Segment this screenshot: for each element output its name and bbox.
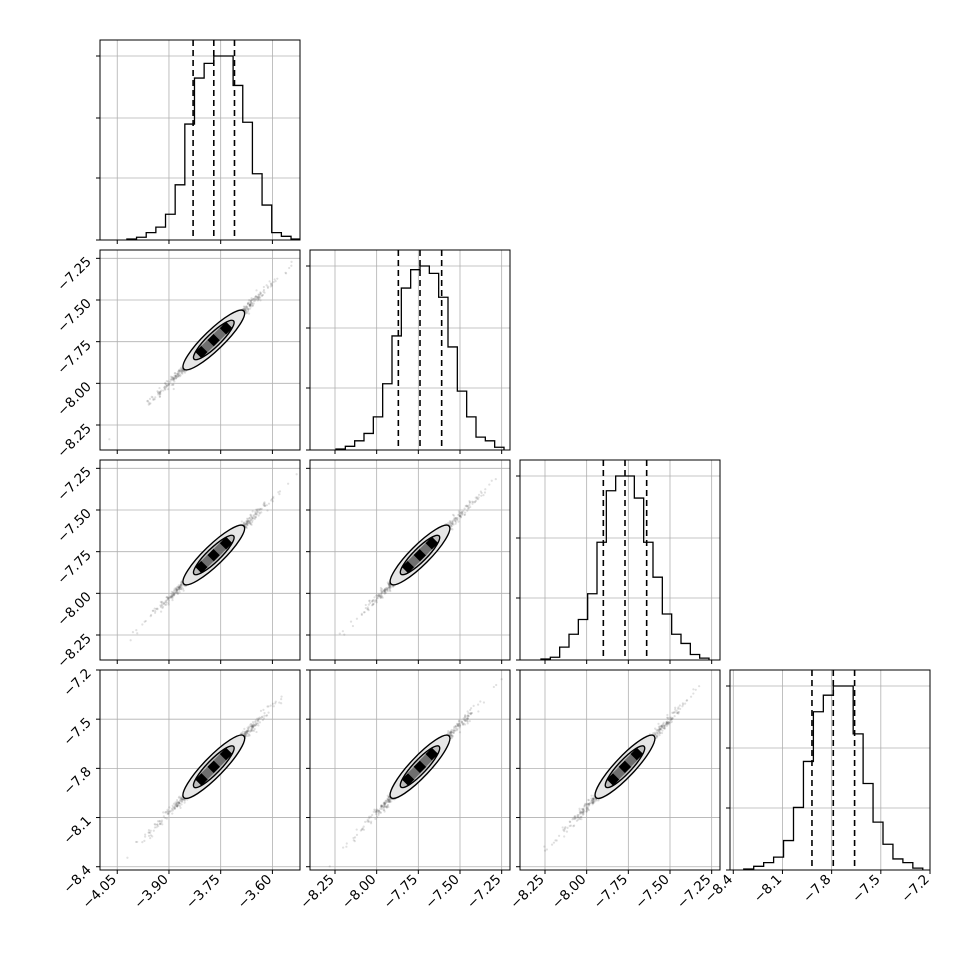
x-tick-label: −8.00	[339, 872, 380, 913]
y-tick-label: −7.75	[54, 337, 95, 378]
panel-frame	[519, 669, 721, 871]
panel-frame	[519, 459, 721, 661]
histogram-panel	[96, 39, 301, 244]
x-tick-label: −7.75	[591, 872, 632, 913]
y-tick-label: −8.25	[54, 421, 95, 462]
x-tick-label: −7.50	[422, 872, 463, 913]
panel-frame	[309, 249, 511, 451]
x-tick-label: −8.25	[507, 872, 548, 913]
y-tick-label: −8.00	[54, 379, 95, 420]
x-tick-label: −7.50	[632, 872, 673, 913]
x-tick-label: −8.25	[297, 872, 338, 913]
y-tick-label: −8.25	[54, 631, 95, 672]
panel-frame	[309, 669, 511, 871]
y-tick-label: −7.75	[54, 547, 95, 588]
x-tick-label: −8.1	[751, 872, 785, 906]
y-tick-label: −8.00	[54, 589, 95, 630]
y-tick-label: −7.50	[54, 296, 95, 337]
histogram-panel	[516, 459, 721, 664]
scatter-panel: −8.25−8.00−7.75−7.50−7.25	[54, 459, 301, 672]
scatter-panel: −4.05 −3.90 −3.75 −3.60−8.4−8.1−7.8−7.5−7.2	[60, 666, 301, 913]
y-tick-label: −7.8	[60, 764, 94, 798]
panel-frame	[729, 669, 931, 871]
density-cell	[219, 321, 233, 335]
y-tick-label: −8.1	[60, 813, 94, 847]
histogram-panel	[306, 249, 511, 454]
panel-frame	[99, 459, 301, 661]
panel-frame	[99, 249, 301, 451]
y-tick-label: −7.25	[54, 464, 95, 505]
histogram-line	[335, 265, 505, 450]
x-tick-label: −7.8	[800, 872, 834, 906]
x-tick-label: −3.90	[131, 872, 172, 913]
y-tick-label: −7.50	[54, 506, 95, 547]
x-tick-label: −8.00	[549, 872, 590, 913]
x-tick-label: −3.60	[235, 872, 276, 913]
x-tick-label: −7.2	[898, 872, 932, 906]
scatter-panel: −8.25−8.00−7.75−7.50−7.25	[54, 249, 301, 462]
x-tick-label: −7.75	[381, 872, 422, 913]
panel-frame	[99, 669, 301, 871]
x-tick-label: −7.25	[464, 872, 505, 913]
y-tick-label: −7.25	[54, 254, 95, 295]
scatter-panel: −8.25−8.00−7.75−7.50−7.25	[297, 669, 511, 913]
scatter-panel	[306, 459, 511, 664]
panel-frame	[309, 459, 511, 661]
panel-frame	[99, 39, 301, 241]
scatter-panel: −8.25−8.00−7.75−7.50−7.25	[507, 669, 721, 913]
y-tick-label: −7.5	[60, 715, 94, 749]
histogram-panel: −8.4 −8.1 −7.8 −7.5 −7.2	[702, 669, 933, 906]
x-tick-label: −7.5	[849, 872, 883, 906]
x-tick-label: −3.75	[183, 872, 224, 913]
